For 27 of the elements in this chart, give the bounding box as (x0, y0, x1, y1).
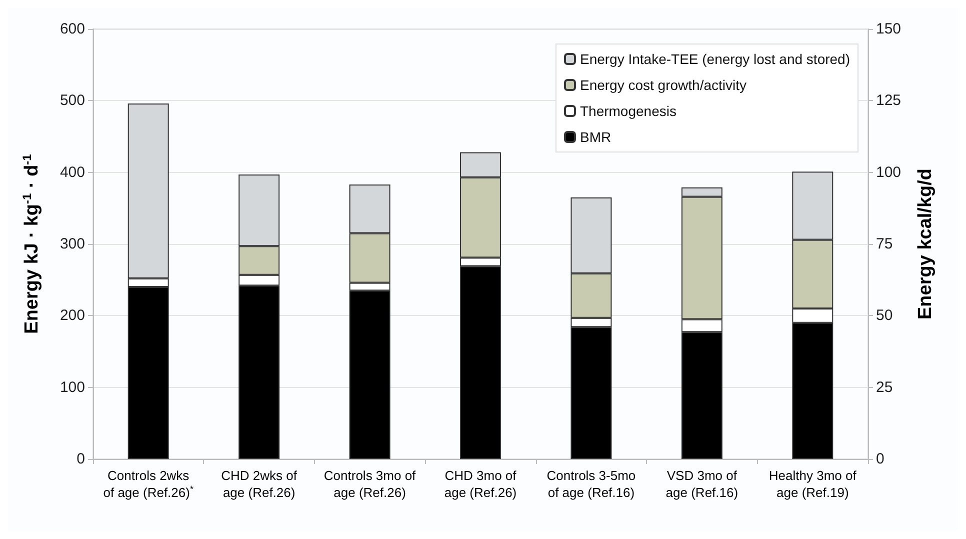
y-axis-title: Energy kJ · kg-1 · d-1 (20, 154, 42, 334)
legend-label: Thermogenesis (580, 103, 676, 119)
y-tick-label: 300 (60, 236, 85, 252)
y2-tick-label: 0 (876, 450, 884, 468)
y-tick-label: 200 (60, 307, 85, 324)
y-tick-label: 600 (60, 20, 85, 38)
legend-label: BMR (580, 129, 612, 145)
y2-tick-label: 125 (876, 92, 902, 110)
y2-axis-title: Energy kcal/kg/d (915, 168, 936, 320)
x-tick-label: Controls 3mo of age (Ref.26) (324, 468, 416, 500)
y2-tick-label: 50 (876, 307, 893, 324)
legend-label: Energy cost growth/activity (580, 77, 746, 93)
x-tick-label: CHD 2wks of age (Ref.26) (221, 468, 298, 500)
y2-tick-label: 100 (876, 164, 902, 181)
x-tick-label: Healthy 3mo of age (Ref.19) (768, 468, 857, 500)
y2-tick-label: 25 (876, 378, 893, 396)
x-tick-label: CHD 3mo of age (Ref.26) (444, 468, 517, 500)
y-tick-label: 500 (60, 92, 85, 110)
y2-tick-label: 150 (876, 20, 902, 38)
x-tick-label: Controls 3-5mo of age (Ref.16) (546, 468, 636, 500)
x-tick-label: VSD 3mo of age (Ref.16) (666, 468, 738, 500)
legend-label: Energy Intake-TEE (energy lost and stored) (580, 51, 850, 67)
y-tick-label: 400 (60, 164, 85, 181)
y2-tick-label: 75 (876, 236, 893, 252)
x-tick-label: Controls 2wks of age (Ref.26)* (103, 468, 194, 500)
y-tick-label: 100 (60, 378, 85, 396)
y-tick-label: 0 (76, 450, 85, 468)
